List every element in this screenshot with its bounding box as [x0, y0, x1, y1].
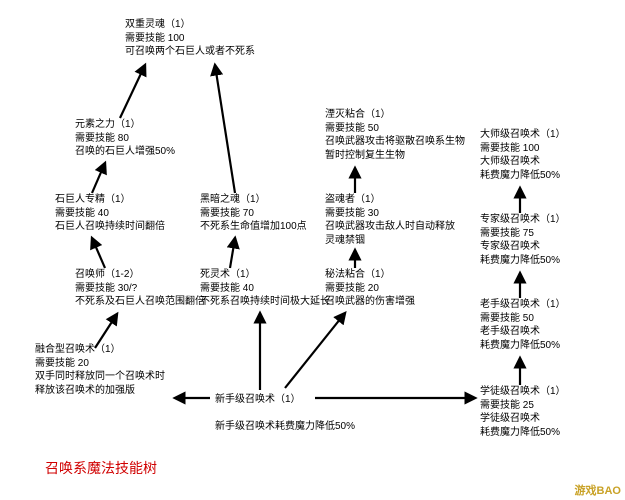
skill-node-line: 需要技能 20: [325, 282, 415, 296]
skill-node-elem_power: 元素之力（1）需要技能 80召唤的石巨人增强50%: [75, 118, 175, 159]
skill-node-line: 大师级召唤术（1）: [480, 128, 566, 142]
skill-node-line: 融合型召唤术（1）: [35, 343, 165, 357]
skill-node-line: 学徒级召唤术: [480, 412, 566, 426]
skill-node-arcane_bind: 秘法粘合（1）需要技能 20召唤武器的伤害增强: [325, 268, 415, 309]
skill-node-line: 召唤武器攻击敌人时自动释放: [325, 220, 455, 234]
skill-node-line: 暂时控制复生生物: [325, 149, 465, 163]
skill-node-journeyman: 老手级召唤术（1）需要技能 50老手级召唤术耗费魔力降低50%: [480, 298, 566, 352]
skill-node-line: 耗费魔力降低50%: [480, 426, 566, 440]
skill-node-line: 大师级召唤术: [480, 155, 566, 169]
skill-node-summoner: 召唤师（1-2）需要技能 30/?不死系及石巨人召唤范围翻倍: [75, 268, 205, 309]
skill-node-line: 释放该召唤术的加强版: [35, 384, 165, 398]
skill-node-soul_steal: 盗魂者（1）需要技能 30召唤武器攻击敌人时自动释放灵魂禁锢: [325, 193, 455, 247]
skill-node-line: 新手级召唤术（1）: [215, 393, 355, 407]
skill-node-line: 灵魂禁锢: [325, 234, 455, 248]
page-title: 召唤系魔法技能树: [45, 458, 157, 478]
edge-arrow: [92, 163, 105, 193]
skill-node-line: 可召唤两个石巨人或者不死系: [125, 45, 255, 59]
skill-node-line: 石巨人专精（1）: [55, 193, 165, 207]
skill-node-line: 需要技能 50: [480, 312, 566, 326]
skill-node-line: 双手同时释放同一个召唤术时: [35, 370, 165, 384]
skill-node-line: 不死系及石巨人召唤范围翻倍: [75, 295, 205, 309]
skill-node-line: 死灵术（1）: [200, 268, 330, 282]
skill-node-expert: 专家级召唤术（1）需要技能 75专家级召唤术耗费魔力降低50%: [480, 213, 566, 267]
skill-node-line: 盗魂者（1）: [325, 193, 455, 207]
skill-node-novice: 新手级召唤术（1） 新手级召唤术耗费魔力降低50%: [215, 393, 355, 434]
skill-node-line: 需要技能 50: [325, 122, 465, 136]
edge-arrow: [230, 238, 235, 268]
skill-node-line: 耗费魔力降低50%: [480, 339, 566, 353]
skill-node-line: 需要技能 100: [125, 32, 255, 46]
skill-node-line: 专家级召唤术（1）: [480, 213, 566, 227]
skill-node-line: 召唤武器的伤害增强: [325, 295, 415, 309]
skill-node-line: 老手级召唤术（1）: [480, 298, 566, 312]
skill-node-line: 秘法粘合（1）: [325, 268, 415, 282]
site-logo: 游戏BAO: [575, 482, 621, 498]
skill-node-line: 需要技能 70: [200, 207, 307, 221]
skill-node-fusion: 融合型召唤术（1）需要技能 20双手同时释放同一个召唤术时释放该召唤术的加强版: [35, 343, 165, 397]
skill-node-line: 耗费魔力降低50%: [480, 254, 566, 268]
skill-node-necromancy: 死灵术（1）需要技能 40不死系召唤持续时间极大延长: [200, 268, 330, 309]
skill-node-line: 需要技能 40: [55, 207, 165, 221]
skill-node-master: 大师级召唤术（1）需要技能 100大师级召唤术耗费魔力降低50%: [480, 128, 566, 182]
skill-node-line: [215, 407, 355, 421]
skill-node-dark_soul: 黑暗之魂（1）需要技能 70不死系生命值增加100点: [200, 193, 307, 234]
skill-node-line: 湮灭粘合（1）: [325, 108, 465, 122]
skill-node-line: 新手级召唤术耗费魔力降低50%: [215, 420, 355, 434]
skill-node-line: 耗费魔力降低50%: [480, 169, 566, 183]
skill-node-line: 召唤师（1-2）: [75, 268, 205, 282]
skill-node-line: 学徒级召唤术（1）: [480, 385, 566, 399]
skill-node-line: 需要技能 25: [480, 399, 566, 413]
skill-node-apprentice: 学徒级召唤术（1）需要技能 25学徒级召唤术耗费魔力降低50%: [480, 385, 566, 439]
skill-node-line: 需要技能 20: [35, 357, 165, 371]
skill-node-line: 需要技能 75: [480, 227, 566, 241]
skill-node-line: 需要技能 30/?: [75, 282, 205, 296]
skill-node-line: 不死系生命值增加100点: [200, 220, 307, 234]
edge-arrow: [92, 238, 105, 268]
skill-node-line: 召唤的石巨人增强50%: [75, 145, 175, 159]
skill-node-line: 需要技能 40: [200, 282, 330, 296]
skill-node-line: 元素之力（1）: [75, 118, 175, 132]
skill-node-giant_spec: 石巨人专精（1）需要技能 40石巨人召唤持续时间翻倍: [55, 193, 165, 234]
skill-node-line: 需要技能 30: [325, 207, 455, 221]
edge-arrow: [120, 65, 145, 118]
skill-node-line: 不死系召唤持续时间极大延长: [200, 295, 330, 309]
skill-node-annihilate: 湮灭粘合（1）需要技能 50召唤武器攻击将驱散召唤系生物暂时控制复生生物: [325, 108, 465, 162]
skill-node-line: 双重灵魂（1）: [125, 18, 255, 32]
skill-node-line: 需要技能 100: [480, 142, 566, 156]
skill-node-line: 石巨人召唤持续时间翻倍: [55, 220, 165, 234]
skill-node-line: 召唤武器攻击将驱散召唤系生物: [325, 135, 465, 149]
skill-node-line: 专家级召唤术: [480, 240, 566, 254]
edge-arrow: [285, 313, 345, 388]
skill-node-line: 黑暗之魂（1）: [200, 193, 307, 207]
skill-node-line: 老手级召唤术: [480, 325, 566, 339]
edge-arrow: [215, 65, 235, 193]
skill-node-dual_soul: 双重灵魂（1）需要技能 100可召唤两个石巨人或者不死系: [125, 18, 255, 59]
skill-node-line: 需要技能 80: [75, 132, 175, 146]
